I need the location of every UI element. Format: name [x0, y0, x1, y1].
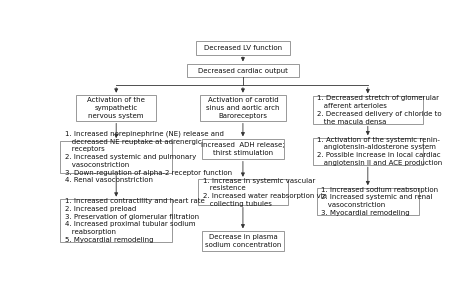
FancyBboxPatch shape [76, 95, 156, 121]
Text: 1. Increased norepinephrine (NE) release and
   decreased NE reuptake at adrener: 1. Increased norepinephrine (NE) release… [65, 130, 232, 183]
Text: Activation of the
sympathetic
nervous system: Activation of the sympathetic nervous sy… [87, 97, 145, 119]
Text: 1. Activation of the systemic renin-
   angiotensin-aldosterone system
2. Possib: 1. Activation of the systemic renin- ang… [317, 137, 443, 166]
FancyBboxPatch shape [313, 96, 423, 124]
Text: 1. Increased contractility and heart rate
2. Increased preload
3. Preservation o: 1. Increased contractility and heart rat… [65, 198, 204, 243]
Text: 1. Increase in systemic vascular
   resistence
2. Increased water reabsorption v: 1. Increase in systemic vascular resiste… [202, 178, 327, 207]
FancyBboxPatch shape [60, 199, 172, 242]
Text: Decreased LV function: Decreased LV function [204, 45, 282, 51]
Text: Decreased cardiac output: Decreased cardiac output [198, 68, 288, 74]
FancyBboxPatch shape [317, 188, 419, 215]
Text: Decrease in plasma
sodium concentration: Decrease in plasma sodium concentration [205, 234, 281, 248]
Text: Increased  ADH release;
thirst stimulation: Increased ADH release; thirst stimulatio… [201, 142, 285, 156]
Text: Activation of carotid
sinus and aortic arch
Baroreceptors: Activation of carotid sinus and aortic a… [206, 97, 280, 119]
Text: 1. Increased sodium reabsorption
2. Increased systemic and renal
   vasoconstric: 1. Increased sodium reabsorption 2. Incr… [321, 187, 438, 216]
FancyBboxPatch shape [313, 138, 423, 165]
FancyBboxPatch shape [187, 64, 299, 77]
FancyBboxPatch shape [202, 139, 284, 159]
FancyBboxPatch shape [200, 95, 286, 121]
FancyBboxPatch shape [202, 231, 284, 251]
FancyBboxPatch shape [60, 141, 172, 173]
FancyBboxPatch shape [198, 179, 288, 205]
Text: 1. Decreased stretch of glomerular
   afferent arterioles
2. Decreased delivery : 1. Decreased stretch of glomerular affer… [317, 95, 442, 124]
FancyBboxPatch shape [196, 41, 290, 55]
